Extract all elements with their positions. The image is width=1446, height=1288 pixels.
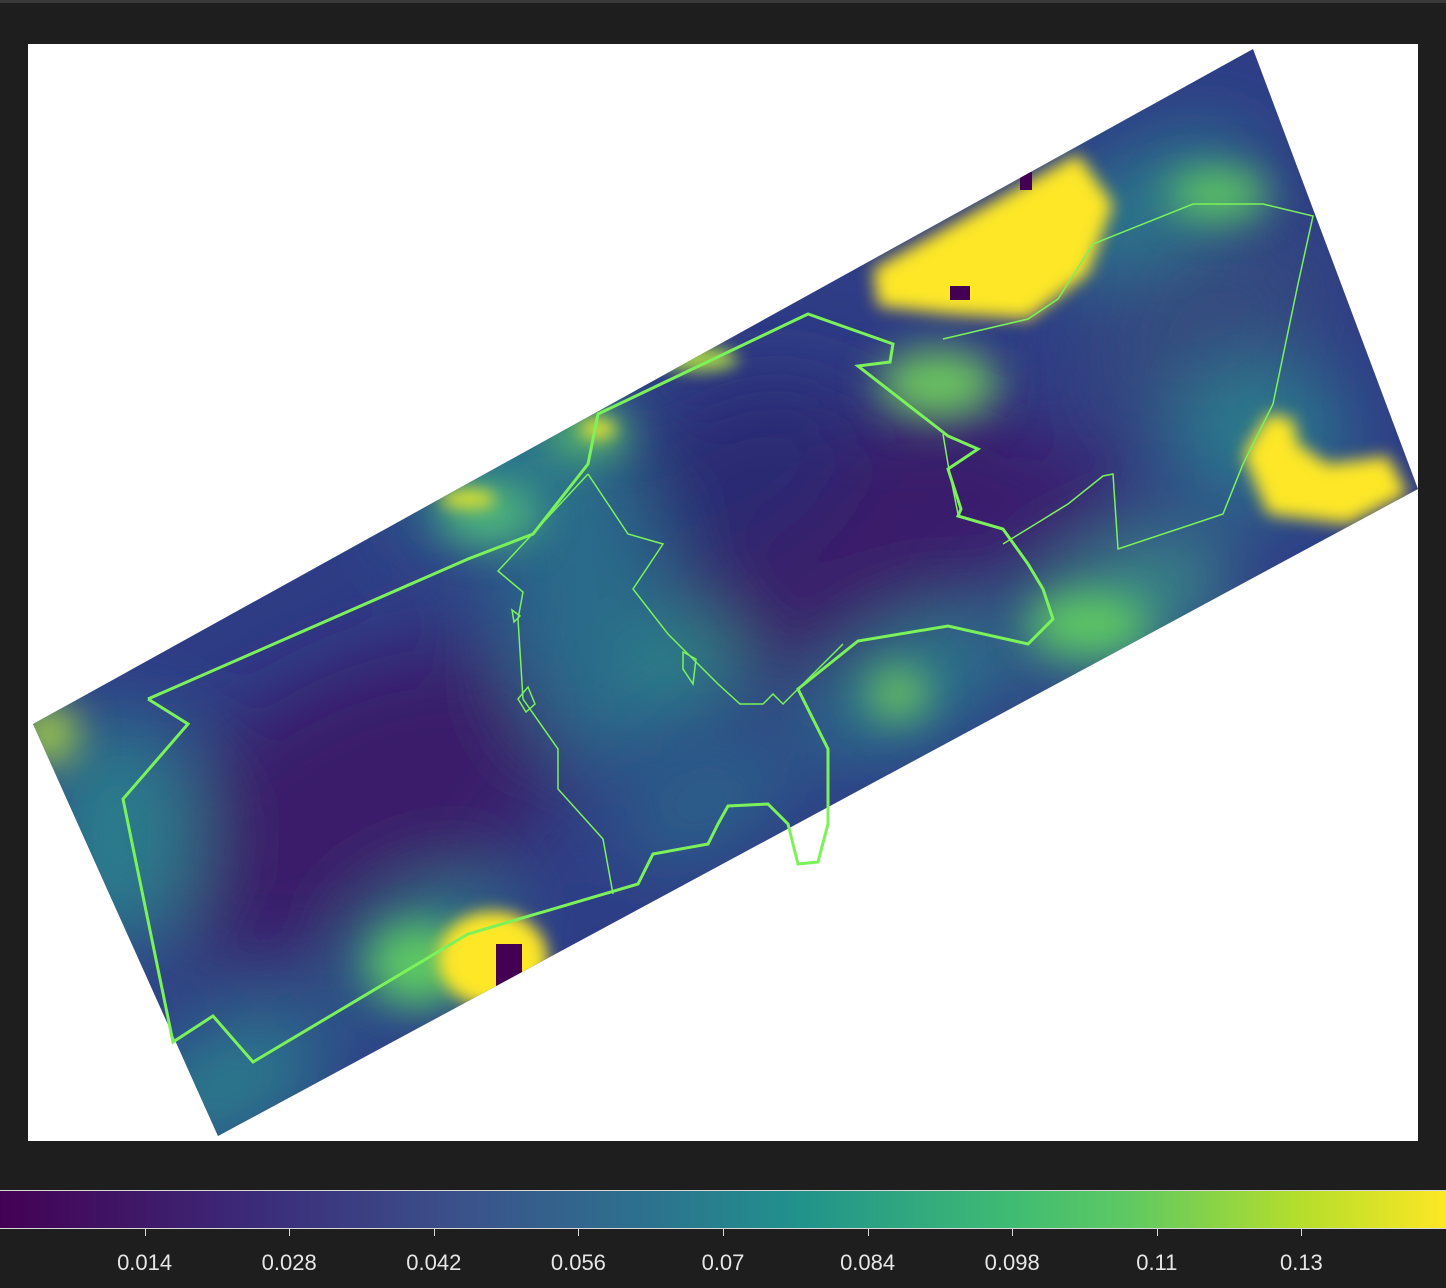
window-top-border <box>0 0 1446 3</box>
colorbar-tick-label: 0.042 <box>406 1250 462 1275</box>
colorbar-tick <box>1012 1228 1014 1236</box>
colorbar-tick-label: 0.056 <box>550 1250 606 1275</box>
colorbar-tick <box>144 1228 146 1236</box>
colorbar-tick-label: 0.13 <box>1279 1250 1323 1275</box>
raster-strip <box>33 49 1418 1136</box>
colorbar-tick <box>289 1228 291 1236</box>
map-panel[interactable] <box>28 44 1418 1141</box>
colorbar-ticks: 0.014 0.028 0.042 0.056 0.07 0.084 0.098 0.11 0.… <box>0 1228 1446 1288</box>
colorbar-gradient <box>0 1190 1446 1229</box>
colorbar-tick-label: 0.07 <box>701 1250 745 1275</box>
boundary-lines <box>121 203 1314 1064</box>
colorbar-tick <box>723 1228 724 1236</box>
raster-map[interactable] <box>28 44 1418 1141</box>
colorbar-tick-label: 0.028 <box>261 1250 317 1275</box>
colorbar-tick <box>578 1228 580 1236</box>
colorbar-tick-label: 0.11 <box>1136 1250 1178 1275</box>
colorbar-tick <box>433 1228 435 1236</box>
colorbar-tick <box>1301 1228 1303 1236</box>
colorbar-tick <box>867 1228 869 1236</box>
colorbar-tick <box>1156 1228 1158 1236</box>
colorbar-tick-label: 0.098 <box>984 1250 1040 1275</box>
colorbar-tick-label: 0.014 <box>117 1250 173 1275</box>
high-value-patches <box>438 154 1408 1007</box>
colorbar-tick-label: 0.084 <box>840 1250 896 1275</box>
